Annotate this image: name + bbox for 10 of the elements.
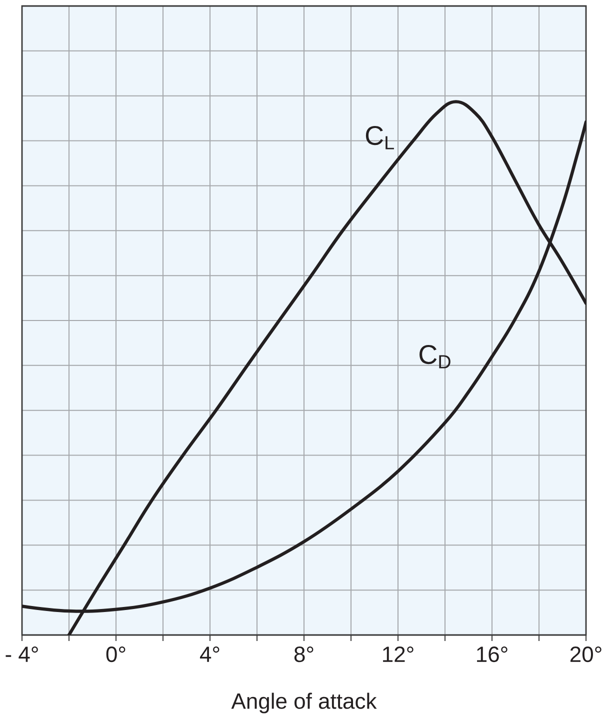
- x-tick-label: 12°: [383, 646, 414, 662]
- series-label: C$_{L}$: [366, 126, 394, 150]
- series-label: C$_{D}$: [420, 344, 450, 368]
- x-tick-label: 20°: [570, 646, 602, 662]
- x-tick-label: 0°: [106, 646, 126, 662]
- x-axis-title: Angle of attack: [231, 692, 377, 714]
- x-tick-label: - 4°: [6, 646, 38, 662]
- x-tick-label: 4°: [200, 646, 220, 662]
- x-tick-label: 8°: [294, 646, 314, 662]
- x-tick-label: 16°: [477, 646, 508, 662]
